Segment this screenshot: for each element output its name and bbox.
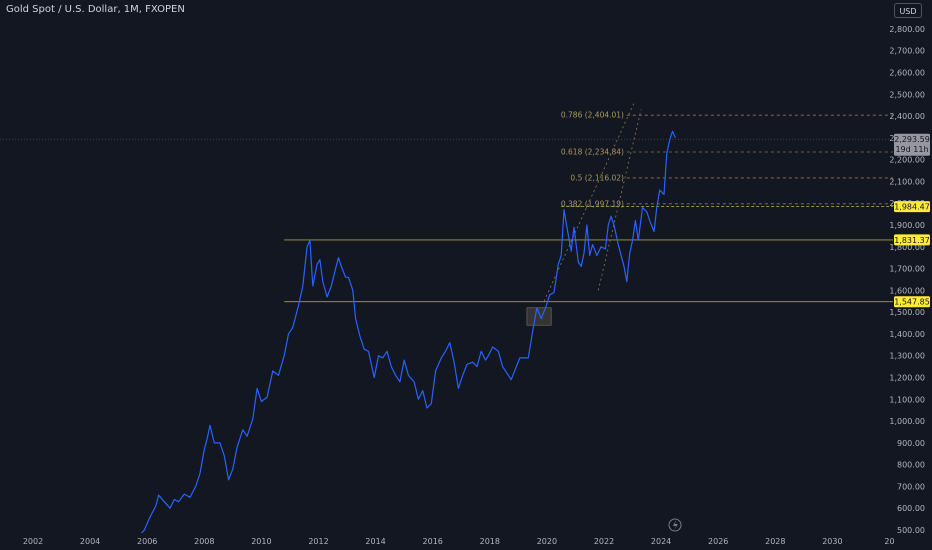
y-tick-label: 1,300.00 — [889, 352, 925, 361]
y-tick-label: 700.00 — [897, 482, 925, 491]
fib-label: 0.5 (2,116.02) — [570, 173, 624, 182]
y-tick-label: 2,600.00 — [889, 68, 925, 77]
y-tick-label: 2,500.00 — [889, 90, 925, 99]
y-tick-label: 1,800.00 — [889, 243, 925, 252]
x-tick-label: 2028 — [765, 537, 785, 546]
y-tick-label: 1,700.00 — [889, 265, 925, 274]
x-tick-label: 2014 — [365, 537, 385, 546]
y-tick-label: 2,100.00 — [889, 177, 925, 186]
x-tick-label: 2006 — [137, 537, 157, 546]
x-tick-label: 2010 — [251, 537, 271, 546]
y-tick-label: 1,600.00 — [889, 286, 925, 295]
y-tick-label: 1,400.00 — [889, 330, 925, 339]
y-tick-label: 2,700.00 — [889, 47, 925, 56]
x-tick-label: 2002 — [23, 537, 43, 546]
x-tick-label: 2008 — [194, 537, 214, 546]
current-price-badge: 2,293.59 — [894, 135, 930, 144]
x-tick-label: 2020 — [537, 537, 557, 546]
currency-button[interactable]: USD — [894, 3, 922, 18]
fib-label: 0.382 (1,997.19) — [561, 199, 624, 208]
level-badge-bg — [894, 234, 930, 246]
y-tick-label: 2,400.00 — [889, 112, 925, 121]
y-tick-label: 600.00 — [897, 504, 925, 513]
lightning-icon-ring — [668, 518, 682, 532]
level-badge-bg — [894, 296, 930, 308]
trend-channel-line — [543, 102, 635, 302]
y-tick-label: 2,200.00 — [889, 156, 925, 165]
level-badge: 1,984.47 — [894, 203, 930, 212]
lightning-icon-bolt — [673, 520, 678, 530]
y-tick-label: 800.00 — [897, 461, 925, 470]
trend-channel-line — [597, 109, 642, 291]
y-tick-label: 2,800.00 — [889, 25, 925, 34]
x-tick-label: 2012 — [308, 537, 328, 546]
y-tick-label: 1,000.00 — [889, 417, 925, 426]
x-tick-label: 2024 — [651, 537, 671, 546]
fib-label: 0.786 (2,404.01) — [561, 111, 624, 120]
x-tick-label: 2018 — [480, 537, 500, 546]
x-tick-label: 2004 — [80, 537, 100, 546]
x-tick-label: 2030 — [822, 537, 842, 546]
y-tick-label: 1,500.00 — [889, 308, 925, 317]
consolidation-box — [526, 307, 552, 326]
y-tick-label: 1,100.00 — [889, 395, 925, 404]
price-line — [140, 130, 676, 533]
level-badge: 1,547.85 — [894, 298, 930, 307]
y-tick-label: 500.00 — [897, 526, 925, 535]
y-tick-label: 1,200.00 — [889, 373, 925, 382]
y-tick-label: 900.00 — [897, 439, 925, 448]
lightning-icon[interactable] — [668, 518, 682, 532]
level-badge: 1,831.37 — [894, 236, 930, 245]
level-badge-bg — [894, 201, 930, 213]
fib-label: 0.618 (2,234.84) — [561, 148, 624, 157]
x-tick-label: 2022 — [594, 537, 614, 546]
plot-area: 0.786 (2,404.01) 0.618 (2,234.84) 0.5 (2,1… — [0, 102, 893, 533]
chart-title: Gold Spot / U.S. Dollar, 1M, FXOPEN — [6, 4, 185, 15]
x-tick-label: 2026 — [708, 537, 728, 546]
x-tick-label: 20 — [884, 537, 894, 546]
countdown-badge: 19d 11h — [895, 145, 928, 154]
x-tick-label: 2016 — [423, 537, 443, 546]
current-price-badge-bg — [894, 133, 930, 156]
y-tick-label: 1,900.00 — [889, 221, 925, 230]
